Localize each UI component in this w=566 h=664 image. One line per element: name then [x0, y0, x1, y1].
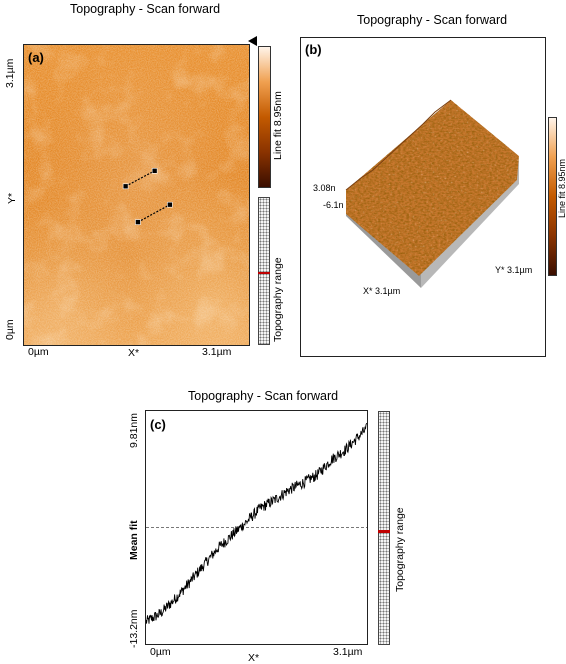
panel-c-plot	[145, 410, 368, 645]
panel-b-ztick-bottom: -6.1n	[323, 200, 344, 210]
panel-a-xlabel: X*	[128, 347, 140, 359]
marker-line-1	[125, 170, 155, 187]
marker-point-1-1	[122, 183, 129, 190]
surface-ridge	[345, 99, 452, 191]
panel-c-xtick-right: 3.1µm	[333, 646, 363, 658]
panel-b-title: Topography - Scan forward	[357, 13, 508, 27]
panel-a-title: Topography - Scan forward	[70, 2, 221, 16]
panel-c-title: Topography - Scan forward	[188, 389, 339, 403]
panel-b-xaxis-label: X* 3.1µm	[363, 286, 401, 296]
panel-b-frame	[300, 37, 546, 357]
panel-a-heatmap	[23, 44, 250, 346]
panel-a-xtick-right: 3.1µm	[202, 346, 232, 358]
panel-a-range-marker	[258, 272, 270, 274]
marker-line-2	[137, 204, 171, 223]
panel-a-range-bar	[258, 197, 270, 345]
profile-line	[146, 422, 367, 624]
panel-b-colorbar	[548, 117, 557, 276]
panel-c-range-marker	[378, 530, 390, 533]
panel-c-label: (c)	[150, 417, 166, 432]
panel-a-ytick-bottom: 0µm	[4, 319, 16, 340]
marker-point-1-2	[151, 168, 158, 174]
panel-a-ytick-top: 3.1µm	[4, 58, 16, 88]
marker-point-2-2	[167, 201, 173, 208]
panel-c-ytick-bottom: -13.2nm	[128, 609, 140, 648]
panel-b-colorbar-label-clip: Line fit 8.95nm	[557, 120, 566, 220]
panel-a-xtick-left: 0µm	[28, 346, 49, 358]
panel-a-pointer-icon	[248, 36, 257, 46]
panel-a-ylabel: Y*	[6, 192, 18, 204]
marker-point-2-1	[135, 219, 141, 225]
panel-a-colorbar	[258, 46, 271, 188]
panel-c-ylabel: Mean fit	[128, 520, 140, 560]
panel-b-label: (b)	[305, 42, 322, 57]
panel-b-colorbar-label: Line fit 8.95nm	[557, 158, 566, 218]
panel-a-label: (a)	[28, 50, 44, 65]
panel-b-ztick-top: 3.08n	[313, 183, 336, 193]
panel-c-range-bar	[378, 411, 390, 645]
panel-a-colorbar-label: Line fit 8.95nm	[272, 91, 284, 160]
panel-c-ytick-top: 9.81nm	[128, 412, 140, 448]
panel-c-xlabel: X*	[248, 652, 260, 664]
panel-c-xtick-left: 0µm	[150, 646, 171, 658]
panel-b-yaxis-label: Y* 3.1µm	[495, 265, 533, 275]
panel-c-range-label: Topography range	[394, 507, 406, 592]
panel-a-range-label: Topography range	[272, 257, 284, 342]
